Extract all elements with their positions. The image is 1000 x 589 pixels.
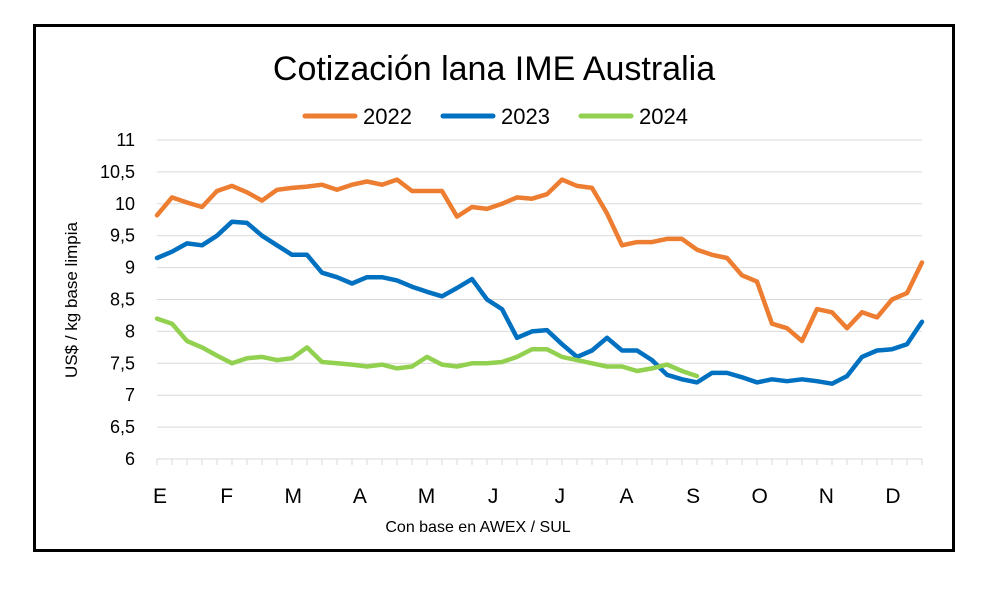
plot-area xyxy=(154,177,925,386)
y-axis-label: US$ / kg base limpia xyxy=(62,222,81,378)
x-month-label: A xyxy=(619,485,633,508)
series-line-2024 xyxy=(154,316,700,379)
x-month-label: E xyxy=(153,485,167,508)
x-month-label: O xyxy=(752,485,768,508)
y-tick-label: 9,5 xyxy=(110,226,135,246)
y-tick-label: 8,5 xyxy=(110,290,135,310)
x-month-label: J xyxy=(488,485,499,508)
chart-legend: 2022 2023 2024 xyxy=(302,104,688,129)
y-tick-label: 11 xyxy=(116,130,135,150)
series-line-2022 xyxy=(154,177,925,344)
gridlines xyxy=(157,139,922,460)
y-tick-label: 10 xyxy=(115,194,135,214)
x-axis-label: Con base en AWEX / SUL xyxy=(385,519,570,536)
legend-label: 2024 xyxy=(639,104,688,129)
x-month-label: J xyxy=(555,485,566,508)
series-line-2023 xyxy=(154,219,925,386)
x-month-label: F xyxy=(220,485,233,508)
x-month-label: M xyxy=(418,485,436,508)
x-month-label: N xyxy=(819,485,834,508)
legend-label: 2023 xyxy=(501,104,550,129)
y-tick-label: 6 xyxy=(125,449,135,469)
legend-label: 2022 xyxy=(363,104,412,129)
y-axis-ticks: 6 6,5 7 7,5 8 8,5 9 9,5 10 10,5 11 xyxy=(100,130,135,469)
x-month-label: M xyxy=(285,485,303,508)
y-tick-label: 7,5 xyxy=(110,353,135,373)
y-tick-label: 6,5 xyxy=(110,417,135,437)
x-month-label: A xyxy=(353,485,367,508)
y-tick-label: 9 xyxy=(125,258,135,278)
chart-title: Cotización lana IME Australia xyxy=(273,50,715,88)
y-tick-label: 7 xyxy=(125,385,135,405)
x-month-label: D xyxy=(885,485,900,508)
x-month-label: S xyxy=(686,485,700,508)
y-tick-label: 8 xyxy=(125,321,135,341)
y-tick-label: 10,5 xyxy=(100,162,135,182)
